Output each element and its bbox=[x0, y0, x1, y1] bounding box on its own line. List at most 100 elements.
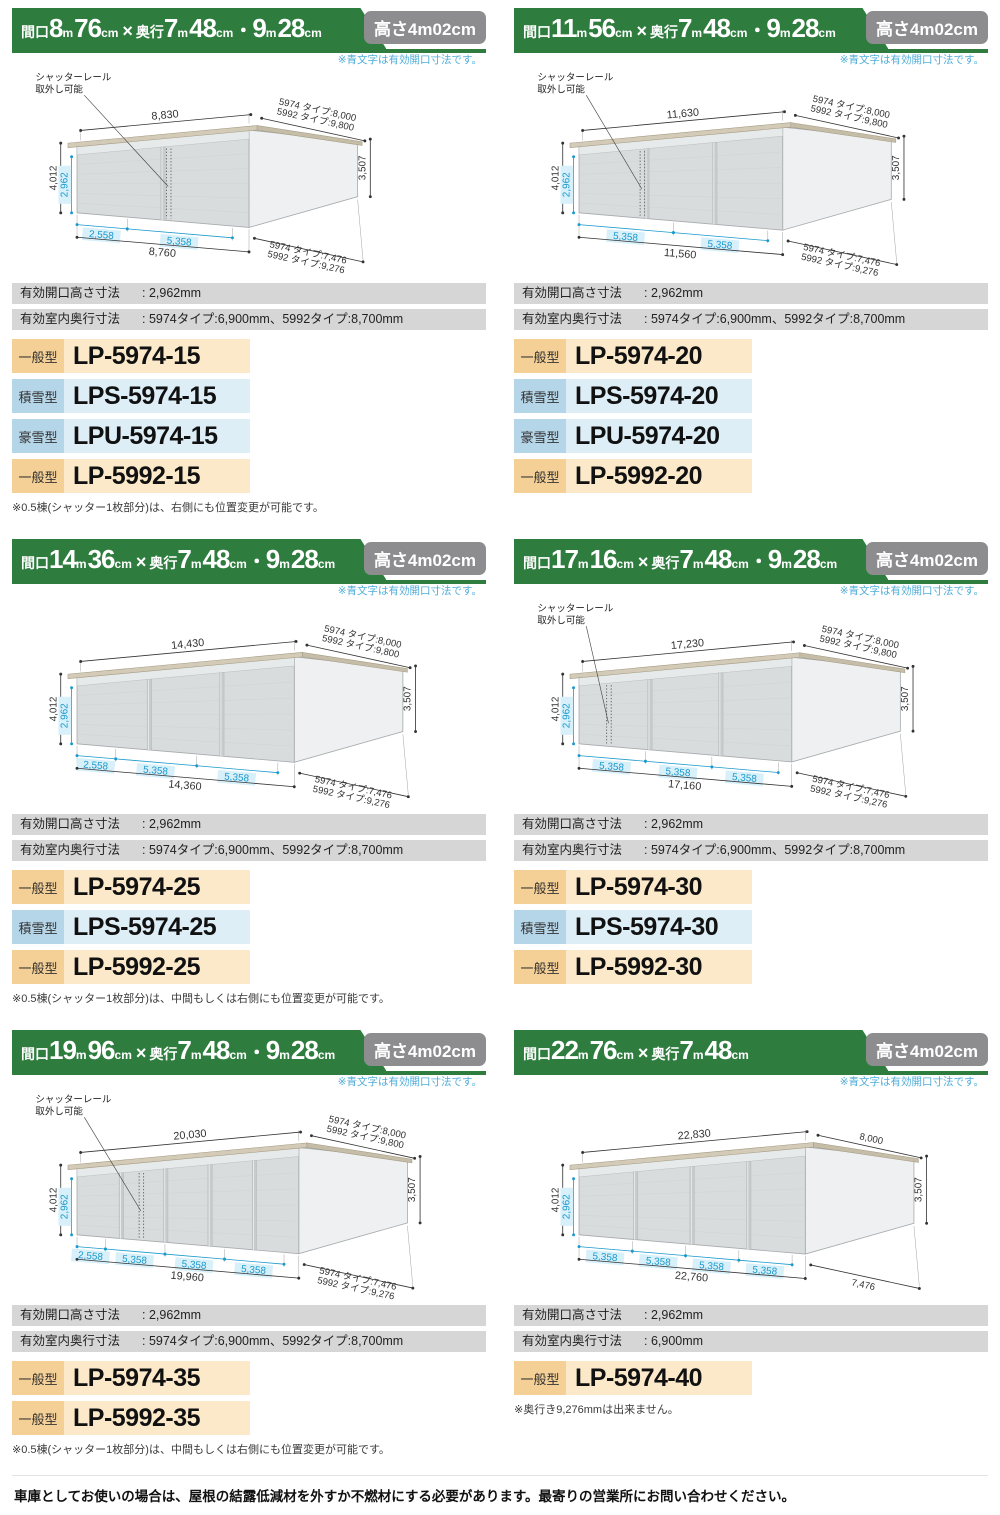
model-code: LP-5992-30 bbox=[575, 952, 703, 981]
model-type-chip: 一般型 bbox=[12, 339, 64, 373]
model-type-chip: 豪雪型 bbox=[514, 419, 566, 453]
section-header: 間口 14 m 36 cm × 奥行 7 m 48 cm ・ 9 m 28 cm 高さ4m02cm bbox=[12, 539, 486, 584]
size-title-token: 11 bbox=[551, 12, 577, 43]
dimension-label: 11,630 bbox=[666, 107, 699, 122]
model-type-chip: 一般型 bbox=[514, 1361, 566, 1395]
model-row: 一般型 LP-5992-30 bbox=[514, 950, 752, 984]
height-badge: 高さ4m02cm bbox=[865, 542, 988, 575]
model-code: LP-5992-25 bbox=[73, 952, 201, 981]
shutter-post bbox=[647, 679, 653, 751]
size-title-token: cm bbox=[615, 25, 633, 40]
footer-note: 車庫としてお使いの場合は、屋根の結露低減材を外すか不燃材にする必要があります。最… bbox=[12, 1475, 988, 1511]
size-title: 間口 19 m 96 cm × 奥行 7 m 48 cm ・ 9 m 28 cm bbox=[21, 1037, 336, 1065]
size-title: 間口 14 m 36 cm × 奥行 7 m 48 cm ・ 9 m 28 cm bbox=[21, 546, 336, 574]
size-title-token: cm bbox=[229, 556, 247, 571]
size-title-token: ・ bbox=[247, 1042, 266, 1063]
size-title-bar: 間口 8 m 76 cm × 奥行 7 m 48 cm ・ 9 m 28 cm bbox=[12, 8, 386, 49]
dim-bottom-segment: 5,358 bbox=[103, 1247, 167, 1269]
dim-opening-height: 2,962 bbox=[58, 686, 74, 746]
spec-label: 有効開口高さ寸法 bbox=[522, 817, 623, 831]
product-section: 間口 22 m 76 cm × 奥行 7 m 48 cm 高さ4m02cm ※青文字は有効開口寸法です。… bbox=[514, 1030, 988, 1457]
header-underline bbox=[12, 1071, 486, 1075]
building-side-face bbox=[791, 656, 901, 763]
section-footnote: ※奥行き9,276mmは出来ません。 bbox=[514, 1404, 679, 1416]
spec-value: : 2,962mm bbox=[142, 286, 202, 300]
shutter-post bbox=[163, 1168, 169, 1243]
dimension-label: 4,012 bbox=[49, 696, 60, 721]
size-title-token: cm bbox=[114, 556, 132, 571]
roof-fascia-side bbox=[306, 1142, 413, 1164]
model-type-chip: 一般型 bbox=[12, 870, 64, 904]
dim-bottom-total: 22,760 bbox=[577, 1257, 807, 1285]
model-code: LP-5974-30 bbox=[575, 872, 703, 901]
model-type-chip: 豪雪型 bbox=[12, 419, 64, 453]
dim-bottom-segment: 5,358 bbox=[710, 765, 780, 787]
model-row: 一般型 LP-5992-15 bbox=[12, 459, 250, 493]
size-title-token: 7 bbox=[677, 12, 692, 43]
spec-label: 有効開口高さ寸法 bbox=[20, 1308, 121, 1322]
header-underline bbox=[514, 580, 988, 584]
size-title-token: 9 bbox=[265, 543, 280, 574]
spec-value: : 6,900mm bbox=[644, 1334, 704, 1348]
size-title-token: 奥行 bbox=[651, 554, 680, 571]
model-row: 一般型 LP-5974-40 bbox=[514, 1361, 752, 1395]
shutter-rail-label: 取外し可能 bbox=[537, 83, 585, 95]
dim-bottom-total: 14,360 bbox=[75, 766, 296, 793]
dim-top-width: 17,230 bbox=[581, 637, 795, 663]
dimension-label: 4,012 bbox=[49, 165, 60, 190]
size-title-token: 22 bbox=[551, 1035, 578, 1065]
size-title-token: cm bbox=[731, 1048, 749, 1062]
height-badge: 高さ4m02cm bbox=[865, 11, 988, 44]
building-side-face bbox=[293, 656, 404, 763]
dim-top-width: 11,630 bbox=[581, 107, 786, 132]
dim-bottom-total: 19,960 bbox=[75, 1257, 301, 1284]
size-title-token: 間口 bbox=[21, 554, 49, 571]
shutter-rail-leader bbox=[83, 1116, 142, 1212]
size-title-token: 奥行 bbox=[651, 1046, 680, 1062]
spec-value: : 5974タイプ:6,900mm、5992タイプ:8,700mm bbox=[644, 843, 906, 857]
size-title-token: cm bbox=[317, 556, 336, 571]
dimension-label: 17,230 bbox=[670, 637, 704, 652]
size-title-token: m bbox=[190, 1047, 202, 1062]
size-title-token: cm bbox=[616, 556, 634, 571]
model-code: LPS-5974-25 bbox=[73, 912, 217, 941]
dim-bottom-total: 8,760 bbox=[75, 235, 251, 260]
size-title-token: 48 bbox=[704, 1035, 732, 1065]
blue-dimension-note: ※青文字は有効開口寸法です。 bbox=[337, 54, 482, 66]
size-title-token: 48 bbox=[202, 543, 230, 574]
building-side-face bbox=[248, 129, 359, 228]
size-title-token: 奥行 bbox=[149, 554, 178, 571]
dimension-label: 2,962 bbox=[562, 1194, 573, 1219]
size-title-token: m bbox=[75, 556, 87, 571]
size-title-token: × bbox=[135, 551, 147, 572]
size-title-token: ・ bbox=[749, 551, 768, 572]
size-title-token: cm bbox=[215, 25, 234, 40]
model-row: 一般型 LP-5992-35 bbox=[12, 1401, 250, 1435]
size-title-token: cm bbox=[730, 25, 748, 40]
dimension-label: 11,560 bbox=[663, 247, 696, 262]
size-title-token: m bbox=[190, 556, 202, 571]
size-title-token: m bbox=[265, 25, 277, 40]
model-list: 一般型 LP-5974-40 bbox=[514, 1361, 988, 1395]
model-type-chip: 積雪型 bbox=[514, 910, 566, 944]
size-title-bar: 間口 19 m 96 cm × 奥行 7 m 48 cm ・ 9 m 28 cm bbox=[12, 1030, 386, 1071]
dimension-label: 20,030 bbox=[173, 1128, 207, 1143]
dim-bottom-depth: 7,476 bbox=[809, 1263, 921, 1293]
shutter-rail-leader bbox=[585, 94, 643, 190]
shutter-rail-leader bbox=[585, 626, 609, 724]
size-title-token: 76 bbox=[74, 12, 102, 43]
size-title-token: m bbox=[577, 1048, 589, 1062]
spec-row: 有効開口高さ寸法: 2,962mm bbox=[514, 814, 988, 835]
size-title-token: 7 bbox=[679, 543, 693, 574]
size-title-token: 7 bbox=[177, 1034, 191, 1065]
section-header: 間口 19 m 96 cm × 奥行 7 m 48 cm ・ 9 m 28 cm 高さ4m02cm bbox=[12, 1030, 486, 1075]
dim-bottom-segment: 5,358 bbox=[577, 754, 647, 775]
spec-row: 有効室内奥行寸法: 5974タイプ:6,900mm、5992タイプ:8,700m… bbox=[12, 1331, 486, 1352]
blue-dimension-note: ※青文字は有効開口寸法です。 bbox=[839, 1076, 984, 1088]
spec-label: 有効開口高さ寸法 bbox=[20, 817, 121, 831]
size-title-token: × bbox=[637, 1043, 649, 1063]
spec-value: : 5974タイプ:6,900mm、5992タイプ:8,700mm bbox=[142, 843, 404, 857]
